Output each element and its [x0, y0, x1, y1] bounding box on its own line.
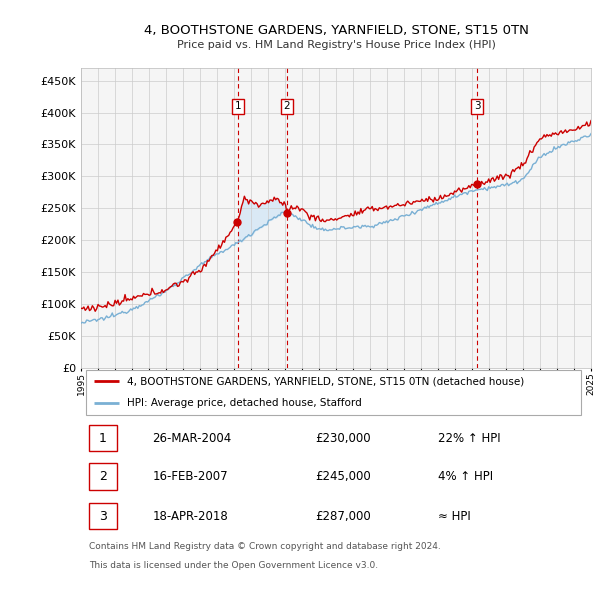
Text: 3: 3 [99, 510, 107, 523]
FancyBboxPatch shape [86, 369, 581, 415]
FancyBboxPatch shape [89, 503, 116, 529]
Text: 2: 2 [284, 101, 290, 111]
FancyBboxPatch shape [89, 425, 116, 451]
Text: 1: 1 [99, 432, 107, 445]
Text: £287,000: £287,000 [316, 510, 371, 523]
Text: Price paid vs. HM Land Registry's House Price Index (HPI): Price paid vs. HM Land Registry's House … [176, 40, 496, 50]
Text: HPI: Average price, detached house, Stafford: HPI: Average price, detached house, Staf… [127, 398, 362, 408]
Text: 4, BOOTHSTONE GARDENS, YARNFIELD, STONE, ST15 0TN: 4, BOOTHSTONE GARDENS, YARNFIELD, STONE,… [143, 24, 529, 37]
Text: Contains HM Land Registry data © Crown copyright and database right 2024.: Contains HM Land Registry data © Crown c… [89, 542, 440, 550]
Text: 4, BOOTHSTONE GARDENS, YARNFIELD, STONE, ST15 0TN (detached house): 4, BOOTHSTONE GARDENS, YARNFIELD, STONE,… [127, 376, 524, 386]
Text: ≈ HPI: ≈ HPI [438, 510, 471, 523]
FancyBboxPatch shape [89, 464, 116, 490]
Text: 1: 1 [235, 101, 241, 111]
Text: 4% ↑ HPI: 4% ↑ HPI [438, 470, 493, 483]
Text: £230,000: £230,000 [316, 432, 371, 445]
Text: 22% ↑ HPI: 22% ↑ HPI [438, 432, 500, 445]
Text: 18-APR-2018: 18-APR-2018 [152, 510, 228, 523]
Text: 3: 3 [474, 101, 481, 111]
Text: £245,000: £245,000 [316, 470, 371, 483]
Text: 26-MAR-2004: 26-MAR-2004 [152, 432, 232, 445]
Text: This data is licensed under the Open Government Licence v3.0.: This data is licensed under the Open Gov… [89, 561, 378, 570]
Text: 2: 2 [99, 470, 107, 483]
Text: 16-FEB-2007: 16-FEB-2007 [152, 470, 228, 483]
